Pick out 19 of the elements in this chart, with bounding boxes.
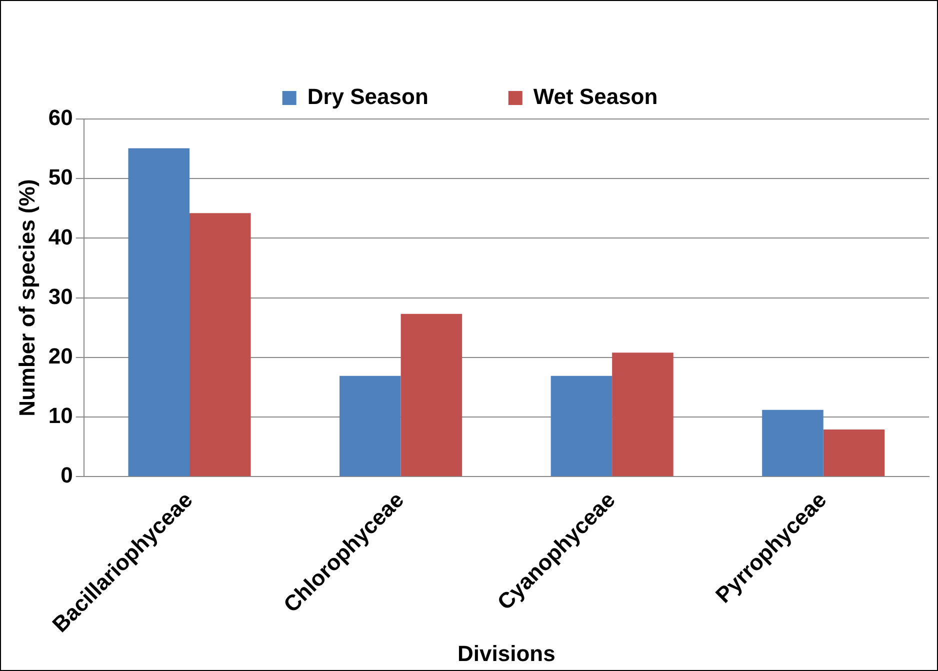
bar <box>550 376 612 476</box>
y-tick-label: 10 <box>48 403 73 428</box>
y-tick-label: 30 <box>48 284 73 309</box>
legend-label: Wet Season <box>533 84 658 110</box>
y-tick-label: 40 <box>48 224 73 250</box>
bar <box>190 213 251 476</box>
y-tick-label: 0 <box>60 462 73 488</box>
y-tick-label: 50 <box>48 164 73 190</box>
bar <box>128 148 190 476</box>
legend-label: Dry Season <box>307 84 428 110</box>
y-axis-title: Number of species (%) <box>14 179 40 416</box>
bar <box>823 430 885 476</box>
x-axis-title: Divisions <box>458 640 556 666</box>
bar <box>340 376 401 476</box>
y-tick-label: 60 <box>48 105 73 130</box>
bar <box>400 314 462 476</box>
bar <box>762 410 824 476</box>
bar <box>612 352 674 476</box>
y-tick-label: 20 <box>48 343 73 368</box>
